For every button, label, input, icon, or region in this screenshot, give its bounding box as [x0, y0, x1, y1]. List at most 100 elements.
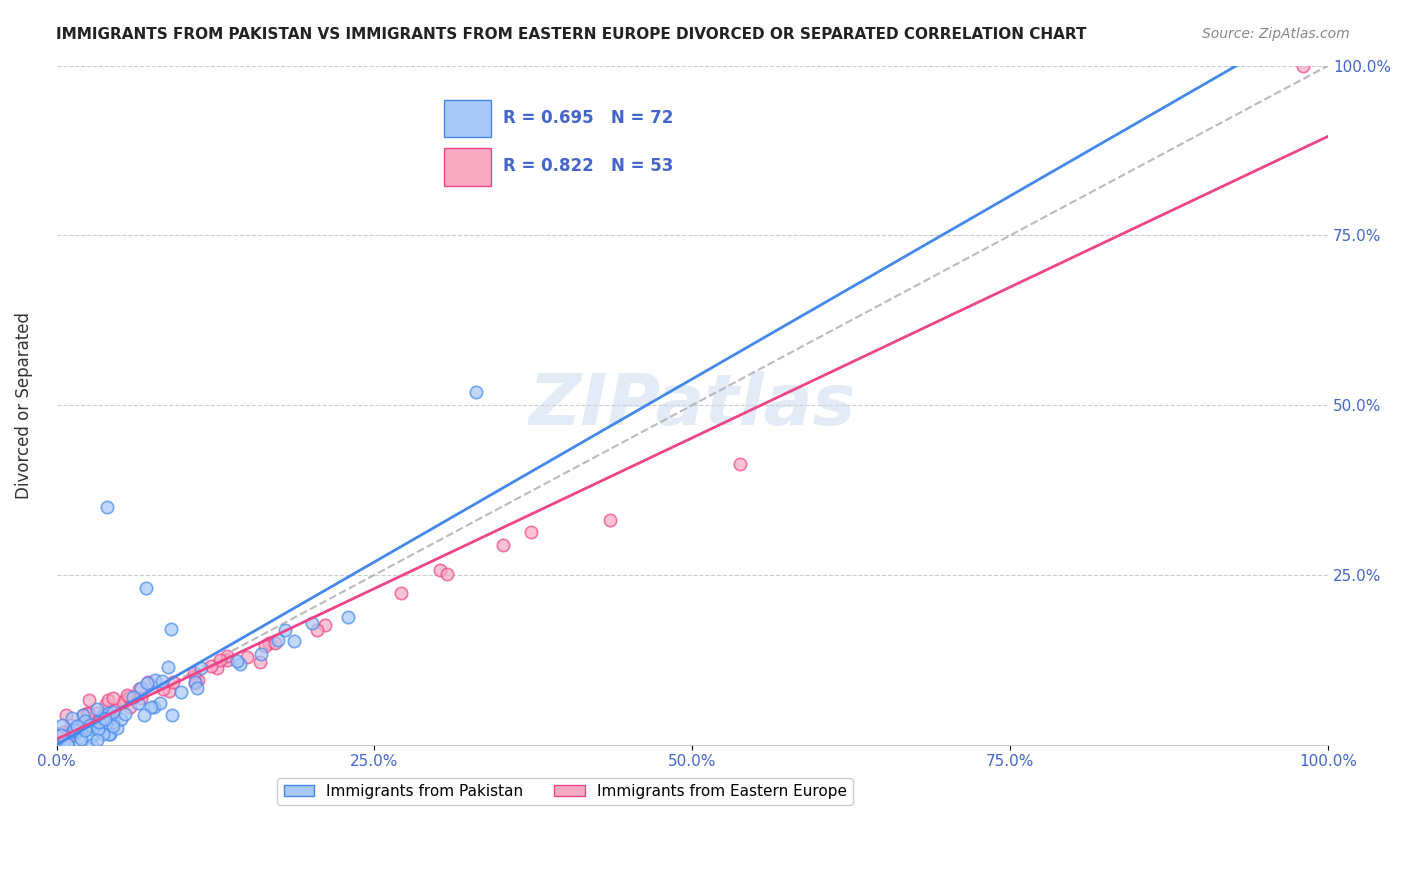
Point [118, 690, 141, 704]
Point [259, 636, 281, 650]
Point [283, 634, 305, 648]
Point [60, 717, 83, 731]
Point [48, 738, 70, 752]
Point [56, 738, 79, 752]
Point [91, 708, 114, 723]
Point [80, 730, 103, 744]
Point [135, 582, 157, 596]
Point [75, 714, 97, 729]
Point [274, 624, 297, 638]
Point [56, 724, 79, 739]
Point [77, 693, 100, 707]
Point [115, 688, 138, 702]
Point [129, 681, 152, 696]
Point [51, 734, 73, 748]
Point [436, 566, 458, 581]
Point [55, 708, 77, 723]
Point [52, 738, 75, 752]
Text: IMMIGRANTS FROM PAKISTAN VS IMMIGRANTS FROM EASTERN EUROPE DIVORCED OR SEPARATED: IMMIGRANTS FROM PAKISTAN VS IMMIGRANTS F… [56, 27, 1087, 42]
Point [86, 706, 108, 720]
Point [301, 615, 323, 630]
Point [170, 684, 193, 698]
Point [94, 716, 117, 731]
Point [307, 624, 329, 638]
Point [136, 676, 159, 690]
Point [250, 647, 273, 661]
Point [465, 384, 488, 399]
Point [112, 695, 135, 709]
Legend: Immigrants from Pakistan, Immigrants from Eastern Europe: Immigrants from Pakistan, Immigrants fro… [277, 778, 853, 805]
Point [139, 699, 162, 714]
Point [184, 675, 207, 690]
Point [63, 725, 86, 739]
Point [120, 699, 142, 714]
Point [129, 690, 152, 705]
Point [314, 618, 336, 632]
Point [190, 661, 212, 675]
Point [183, 665, 205, 680]
Point [52, 725, 75, 739]
Point [160, 707, 183, 722]
Point [187, 673, 209, 688]
Point [336, 610, 359, 624]
Point [103, 719, 125, 733]
Point [110, 712, 132, 726]
Point [87, 714, 110, 729]
Point [97, 706, 120, 721]
Point [86, 733, 108, 747]
Point [63, 728, 86, 742]
Point [184, 669, 207, 683]
Point [157, 660, 180, 674]
Point [101, 706, 124, 720]
Point [94, 712, 117, 726]
Point [215, 653, 238, 667]
Point [63, 723, 86, 738]
Point [157, 684, 180, 698]
Text: R = 0.822   N = 53: R = 0.822 N = 53 [503, 157, 673, 175]
Point [105, 721, 128, 735]
Point [152, 674, 174, 689]
Point [226, 654, 249, 668]
Point [520, 524, 543, 539]
Point [82, 720, 104, 734]
Point [200, 659, 222, 673]
Point [267, 632, 290, 647]
Text: ZIPatlas: ZIPatlas [529, 370, 856, 440]
FancyBboxPatch shape [444, 100, 491, 137]
Point [91, 727, 114, 741]
Point [104, 703, 127, 717]
Point [82, 722, 104, 736]
Point [98, 727, 121, 741]
Point [93, 707, 115, 722]
Point [208, 653, 231, 667]
Point [142, 700, 165, 714]
Point [80, 714, 103, 728]
Point [101, 691, 124, 706]
Point [1292, 59, 1315, 73]
Point [98, 727, 121, 741]
Point [728, 457, 751, 471]
Point [249, 655, 271, 669]
Point [429, 564, 451, 578]
Point [114, 707, 136, 722]
Point [72, 708, 94, 723]
Point [228, 657, 250, 671]
Point [160, 622, 183, 636]
Point [492, 539, 515, 553]
Point [51, 738, 73, 752]
Point [114, 693, 136, 707]
Point [76, 706, 98, 720]
Text: Source: ZipAtlas.com: Source: ZipAtlas.com [1202, 27, 1350, 41]
Point [136, 675, 159, 690]
Point [70, 731, 93, 746]
Point [90, 719, 112, 733]
Point [122, 690, 145, 705]
Point [143, 673, 166, 688]
Point [101, 715, 124, 730]
Point [127, 696, 149, 710]
Point [205, 661, 228, 675]
Point [235, 650, 257, 665]
Point [389, 586, 412, 600]
Point [149, 696, 172, 710]
Point [45, 735, 67, 749]
